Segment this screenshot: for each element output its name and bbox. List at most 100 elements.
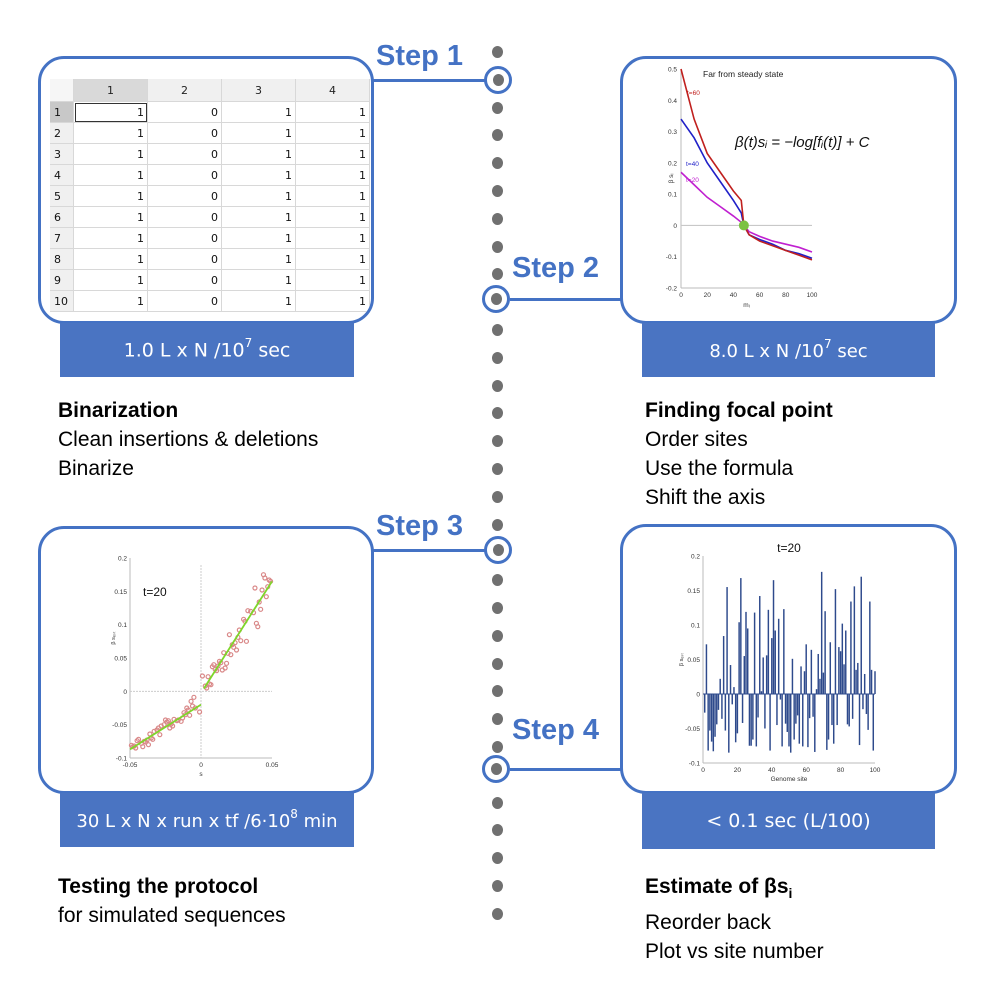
svg-text:-0.1: -0.1	[116, 756, 128, 763]
table-cell[interactable]: 1	[295, 101, 370, 123]
row-header[interactable]: 8	[50, 248, 74, 270]
timeline-dot	[493, 74, 504, 86]
row-header[interactable]: 10	[50, 290, 74, 312]
timeline-dot	[492, 268, 503, 281]
svg-text:80: 80	[782, 292, 790, 299]
timeline-dot	[492, 685, 503, 698]
svg-text:t=20: t=20	[686, 177, 699, 184]
timeline-dot	[492, 907, 503, 920]
table-cell[interactable]: 1	[73, 206, 148, 228]
svg-text:0.05: 0.05	[266, 762, 279, 769]
svg-text:-0.05: -0.05	[685, 726, 700, 733]
timeline-dot	[492, 713, 503, 726]
table-cell[interactable]: 1	[73, 227, 148, 249]
timeline-dot	[492, 435, 503, 448]
column-header[interactable]: 4	[295, 79, 370, 102]
table-cell[interactable]: 1	[73, 122, 148, 144]
table-cell[interactable]: 0	[147, 185, 222, 207]
table-cell[interactable]: 1	[295, 164, 370, 186]
table-cell[interactable]: 1	[73, 248, 148, 270]
row-header[interactable]: 2	[50, 122, 74, 144]
table-cell[interactable]: 1	[295, 227, 370, 249]
corner-cell	[50, 79, 74, 102]
svg-text:0.05: 0.05	[114, 656, 127, 663]
step-3-cost-text: 30 L x N x run x tf /6·108 min	[76, 806, 338, 832]
table-row: 10 1 0 1 1	[50, 290, 370, 312]
step-4-connector	[510, 768, 622, 771]
timeline-dot	[492, 574, 503, 587]
svg-text:0.1: 0.1	[668, 192, 677, 199]
step-2-line-3: Shift the axis	[645, 486, 766, 509]
timeline-dot	[492, 880, 503, 892]
table-cell[interactable]: 1	[221, 143, 296, 165]
row-header[interactable]: 7	[50, 227, 74, 249]
step-2-label: Step 2	[512, 252, 600, 284]
table-cell[interactable]: 1	[221, 248, 296, 270]
svg-text:20: 20	[734, 767, 742, 774]
step-3-panel-chart: -0.1 -0.05 0 0.05 0.1 0.15 0.2 -0.05 0 0.05 s β sₑₛ…	[38, 526, 374, 794]
table-cell[interactable]: 1	[295, 269, 370, 291]
timeline-dot	[492, 240, 503, 253]
table-cell[interactable]: 1	[221, 101, 296, 123]
table-cell[interactable]: 1	[73, 101, 148, 123]
table-cell[interactable]: 1	[73, 290, 148, 312]
column-header[interactable]: 2	[147, 79, 222, 102]
table-cell[interactable]: 0	[147, 206, 222, 228]
timeline-dot	[492, 463, 503, 475]
svg-text:100: 100	[870, 767, 881, 774]
svg-text:80: 80	[837, 767, 845, 774]
table-cell[interactable]: 0	[147, 164, 222, 186]
table-cell[interactable]: 1	[221, 290, 296, 312]
table-cell[interactable]: 1	[221, 206, 296, 228]
svg-text:0.1: 0.1	[691, 623, 700, 630]
table-cell[interactable]: 1	[295, 248, 370, 270]
table-cell[interactable]: 1	[295, 143, 370, 165]
table-cell[interactable]: 0	[147, 248, 222, 270]
table-cell[interactable]: 1	[295, 290, 370, 312]
svg-text:t=40: t=40	[686, 161, 699, 168]
table-cell[interactable]: 0	[147, 143, 222, 165]
timeline-dot	[492, 157, 503, 170]
step-4-cost-text: < 0.1 sec (L/100)	[706, 810, 871, 832]
svg-text:0.2: 0.2	[691, 554, 700, 561]
timeline-dot	[492, 602, 503, 614]
row-header[interactable]: 9	[50, 269, 74, 291]
timeline-dot	[492, 185, 503, 197]
timeline-dot	[492, 629, 503, 642]
row-header[interactable]: 4	[50, 164, 74, 186]
row-header[interactable]: 5	[50, 185, 74, 207]
timeline-dot	[492, 796, 503, 809]
table-cell[interactable]: 1	[221, 227, 296, 249]
table-cell[interactable]: 0	[147, 227, 222, 249]
row-header[interactable]: 3	[50, 143, 74, 165]
table-cell[interactable]: 0	[147, 122, 222, 144]
table-cell[interactable]: 1	[221, 185, 296, 207]
column-header[interactable]: 3	[221, 79, 296, 102]
step-1-line-2: Binarize	[58, 457, 134, 480]
table-cell[interactable]: 1	[295, 206, 370, 228]
table-cell[interactable]: 1	[73, 269, 148, 291]
row-header[interactable]: 1	[50, 101, 74, 123]
column-header[interactable]: 1	[73, 79, 148, 102]
row-header[interactable]: 6	[50, 206, 74, 228]
table-cell[interactable]: 0	[147, 269, 222, 291]
table-cell[interactable]: 1	[295, 185, 370, 207]
svg-text:Genome site: Genome site	[771, 776, 808, 783]
svg-text:0: 0	[696, 692, 700, 699]
table-cell[interactable]: 1	[73, 143, 148, 165]
table-cell[interactable]: 0	[147, 101, 222, 123]
table-cell[interactable]: 1	[73, 185, 148, 207]
timeline-dot	[492, 212, 503, 225]
table-cell[interactable]: 1	[221, 164, 296, 186]
table-cell[interactable]: 0	[147, 290, 222, 312]
table-cell[interactable]: 1	[221, 122, 296, 144]
timeline-dot	[492, 101, 503, 114]
step-4-label: Step 4	[512, 714, 600, 746]
table-cell[interactable]: 1	[73, 164, 148, 186]
svg-text:-0.05: -0.05	[123, 762, 138, 769]
table-cell[interactable]: 1	[295, 122, 370, 144]
step-2-title: Finding focal point	[645, 399, 833, 422]
table-cell[interactable]: 1	[221, 269, 296, 291]
